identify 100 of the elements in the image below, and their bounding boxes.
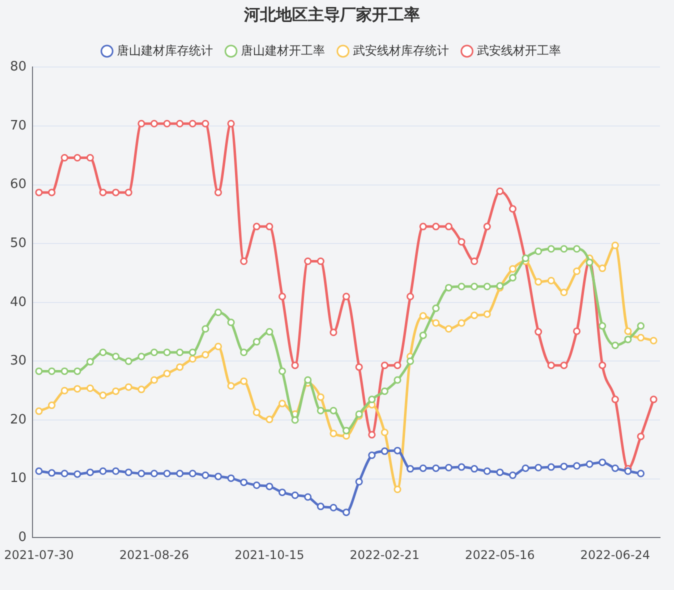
- point: [202, 120, 210, 128]
- y-tick-label: 10: [10, 471, 27, 486]
- point: [124, 468, 132, 476]
- point: [278, 292, 286, 300]
- legend-label: 唐山建材开工率: [241, 43, 325, 58]
- point: [380, 362, 388, 370]
- point: [35, 367, 43, 375]
- point: [458, 463, 466, 471]
- point: [458, 238, 466, 246]
- point: [35, 188, 43, 196]
- point: [124, 357, 132, 365]
- point: [227, 318, 235, 326]
- point: [124, 383, 132, 391]
- point: [227, 382, 235, 390]
- y-tick-label: 0: [18, 530, 27, 545]
- point: [573, 245, 581, 253]
- point: [342, 508, 350, 516]
- point: [458, 319, 466, 327]
- point: [60, 386, 68, 394]
- point: [394, 446, 402, 454]
- point: [35, 407, 43, 415]
- point: [60, 367, 68, 375]
- point: [458, 282, 466, 290]
- point: [291, 492, 299, 500]
- point: [176, 120, 184, 128]
- point: [240, 348, 248, 356]
- point: [637, 432, 645, 440]
- point: [188, 355, 196, 363]
- point: [406, 357, 414, 365]
- point: [74, 385, 82, 393]
- point: [304, 257, 312, 265]
- point: [560, 462, 568, 470]
- y-tick-label: 70: [10, 118, 27, 134]
- point: [394, 362, 402, 370]
- point: [48, 402, 56, 410]
- point: [304, 493, 312, 501]
- point: [534, 464, 542, 472]
- point: [598, 362, 606, 370]
- point: [380, 428, 388, 436]
- point: [163, 348, 171, 356]
- point: [573, 267, 581, 275]
- point: [316, 502, 324, 510]
- y-tick-label: 30: [10, 354, 27, 369]
- point: [48, 188, 56, 196]
- point: [419, 464, 427, 472]
- point: [650, 336, 658, 344]
- point: [86, 384, 94, 392]
- point: [330, 430, 338, 438]
- point: [611, 242, 619, 250]
- point: [316, 257, 324, 265]
- point: [112, 467, 120, 475]
- point: [124, 188, 132, 196]
- y-tick-label: 20: [10, 412, 27, 428]
- point: [496, 468, 504, 476]
- point: [586, 460, 594, 468]
- point: [330, 504, 338, 512]
- legend-label: 武安线材开工率: [477, 43, 561, 58]
- point: [483, 467, 491, 475]
- point: [240, 377, 248, 385]
- point: [624, 336, 632, 344]
- point: [214, 472, 222, 480]
- point: [278, 488, 286, 496]
- point: [316, 393, 324, 401]
- point: [60, 470, 68, 478]
- point: [330, 406, 338, 414]
- point: [266, 482, 274, 490]
- point: [176, 363, 184, 371]
- point: [74, 154, 82, 162]
- point: [598, 322, 606, 330]
- point: [560, 362, 568, 370]
- point: [35, 467, 43, 475]
- point: [99, 467, 107, 475]
- point: [227, 120, 235, 128]
- point: [48, 469, 56, 477]
- point: [266, 416, 274, 424]
- point: [522, 464, 530, 472]
- point: [99, 392, 107, 400]
- x-tick-label: 2021-08-26: [119, 548, 190, 562]
- point: [560, 245, 568, 253]
- point: [163, 370, 171, 378]
- point: [547, 362, 555, 370]
- point: [138, 470, 146, 478]
- point: [176, 348, 184, 356]
- point: [86, 468, 94, 476]
- point: [214, 308, 222, 316]
- point: [188, 470, 196, 478]
- point: [342, 292, 350, 300]
- point: [188, 120, 196, 128]
- point: [611, 464, 619, 472]
- point: [202, 472, 210, 480]
- point: [368, 452, 376, 460]
- point: [342, 426, 350, 434]
- point: [534, 278, 542, 286]
- point: [444, 464, 452, 472]
- point: [611, 342, 619, 350]
- point: [150, 348, 158, 356]
- point: [99, 188, 107, 196]
- point: [163, 470, 171, 478]
- point: [86, 154, 94, 162]
- point: [637, 334, 645, 342]
